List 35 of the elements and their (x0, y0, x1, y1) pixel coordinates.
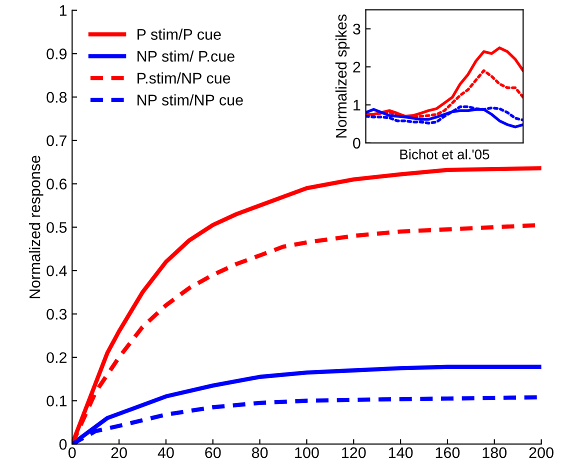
x-tick-label: 40 (158, 447, 174, 458)
x-tick-label: 60 (205, 447, 221, 458)
y-tick-label: 2 (353, 62, 360, 72)
y-tick-label: 0.9 (46, 48, 67, 60)
y-tick-label: 3 (353, 24, 360, 35)
x-tick-label: 100 (295, 447, 319, 458)
y-tick-label: 0.6 (46, 178, 67, 190)
y-axis-title: Normalized response (29, 156, 44, 298)
legend-label: P.stim/NP cue (138, 72, 230, 84)
y-tick-label: 0.8 (46, 92, 67, 103)
y-tick-label: 0.7 (46, 135, 67, 146)
x-axis-title: Bichot et al.'05 (400, 149, 490, 160)
y-axis-title: Normalized spikes (335, 14, 350, 138)
x-tick-label: 180 (482, 447, 507, 458)
y-tick-label: 0.3 (46, 308, 67, 320)
x-tick-label: 200 (529, 447, 554, 458)
y-tick-label: 1 (60, 5, 67, 16)
y-tick-label: 0 (59, 438, 67, 450)
x-tick-label: 0 (68, 447, 76, 458)
x-tick-label: 140 (388, 447, 413, 458)
x-tick-label: 80 (252, 447, 268, 458)
y-tick-label: 0.2 (46, 352, 67, 364)
y-tick-label: 1 (354, 100, 360, 110)
line-series (366, 108, 524, 128)
y-tick-label: 0.4 (46, 265, 67, 276)
legend-label: NP stim/NP cue (138, 94, 243, 106)
y-tick-label: 0.5 (46, 222, 67, 233)
x-tick-label: 160 (436, 447, 460, 458)
x-tick-label: 20 (111, 447, 127, 458)
line-series (366, 105, 524, 125)
x-tick-label: 120 (342, 447, 366, 458)
legend-label: P stim/P cue (138, 28, 221, 40)
y-tick-label: 0 (353, 138, 360, 149)
legend-label: NP stim/ P.cue (138, 50, 234, 62)
y-tick-label: 0.1 (46, 396, 67, 406)
